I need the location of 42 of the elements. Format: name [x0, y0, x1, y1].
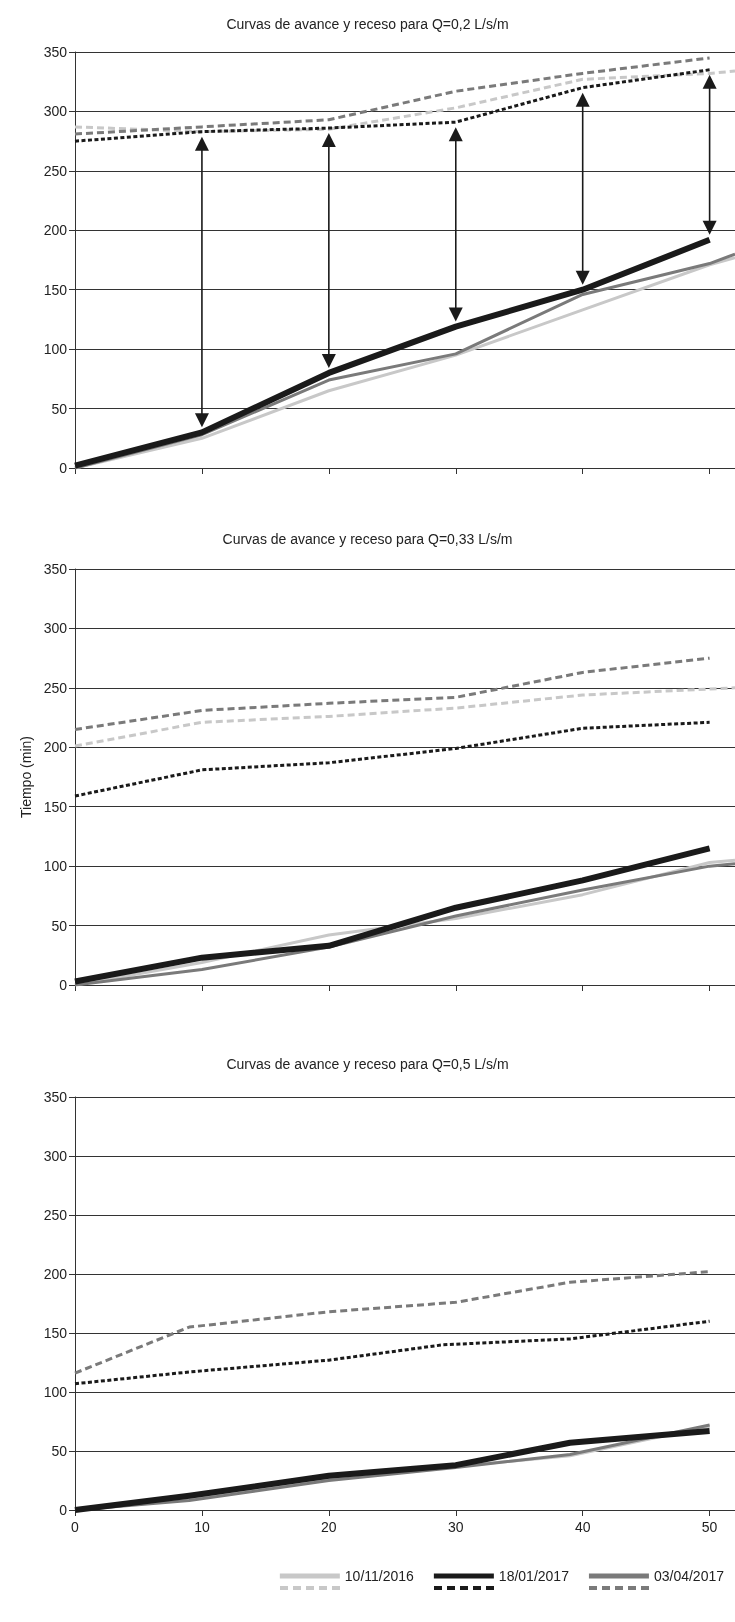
y-axis-title: Tiempo (min) [17, 736, 34, 818]
y-tick-label: 200 [43, 1266, 68, 1282]
y-tick-label: 100 [43, 1384, 68, 1400]
y-tick-label: 150 [43, 1325, 68, 1341]
y-tick-label: 50 [51, 1443, 68, 1459]
line-series [73, 656, 712, 731]
x-tick-label: 30 [447, 1519, 464, 1535]
x-tick-label: 50 [701, 1519, 718, 1535]
legend-label: 18/01/2017 [498, 1568, 570, 1584]
chart-title: Curvas de avance y receso para Q=0,2 L/s/m [226, 16, 509, 32]
y-tick-label: 300 [43, 1148, 68, 1164]
x-tick-label: 0 [71, 1519, 80, 1535]
x-tick-label: 10 [194, 1519, 210, 1535]
y-tick-label: 250 [43, 1207, 68, 1223]
chart-title: Curvas de avance y receso para Q=0,33 L/s/m [222, 531, 513, 547]
line-series [73, 720, 712, 798]
y-tick-label: 100 [43, 858, 68, 875]
y-tick-label: 0 [59, 460, 68, 476]
line-series [73, 1319, 712, 1386]
y-tick-label: 150 [43, 798, 68, 815]
line-series [73, 68, 712, 143]
legend-label: 03/04/2017 [653, 1568, 725, 1584]
y-tick-label: 200 [43, 739, 68, 756]
y-tick-label: 250 [43, 679, 68, 696]
x-tick-label: 20 [321, 1519, 337, 1535]
y-tick-label: 350 [43, 561, 68, 577]
y-tick-label: 300 [43, 620, 68, 637]
line-series [73, 56, 712, 136]
y-tick-label: 350 [43, 1089, 68, 1105]
y-tick-label: 200 [43, 222, 68, 239]
legend-label: 10/11/2016 [344, 1568, 415, 1584]
y-tick-label: 150 [43, 281, 68, 298]
y-tick-label: 0 [59, 1502, 68, 1518]
y-tick-label: 350 [43, 44, 68, 60]
chart-title: Curvas de avance y receso para Q=0,5 L/s/m [226, 1056, 509, 1072]
x-tick-label: 40 [574, 1519, 591, 1535]
y-tick-label: 300 [43, 103, 68, 120]
y-tick-label: 50 [51, 400, 68, 417]
y-tick-label: 100 [43, 341, 68, 358]
y-tick-label: 50 [51, 917, 68, 934]
y-tick-label: 250 [43, 162, 68, 179]
y-tick-label: 0 [59, 977, 68, 993]
